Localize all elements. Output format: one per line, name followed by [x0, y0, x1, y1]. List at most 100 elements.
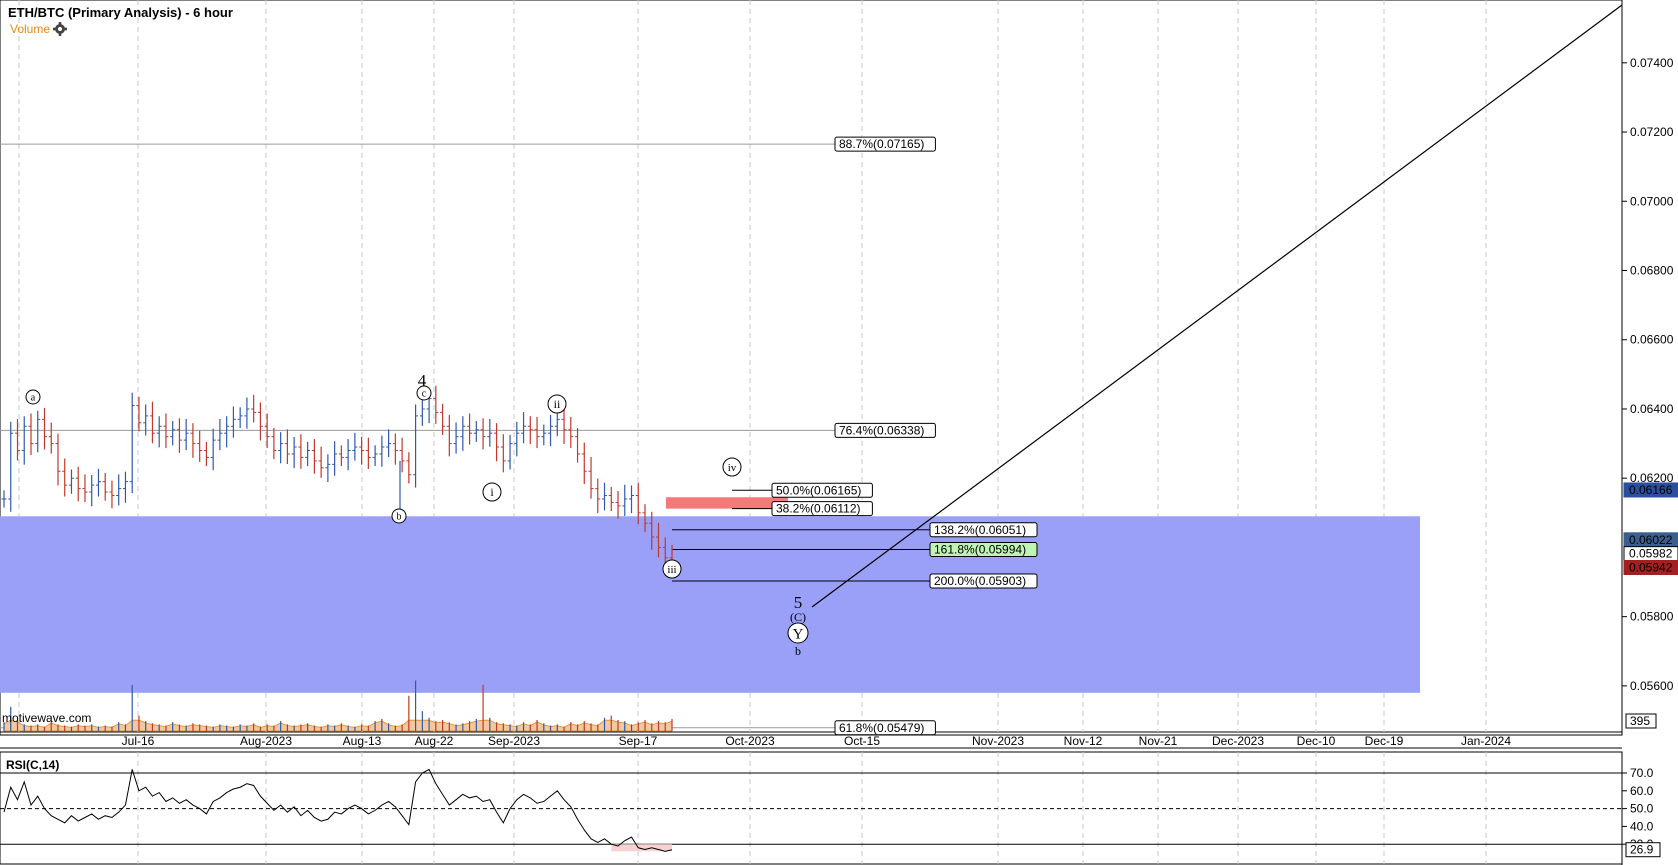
ohlc-bar: [561, 409, 567, 444]
ohlc-bar: [534, 416, 540, 449]
x-tick-label: Nov-2023: [972, 734, 1024, 748]
wave-label-5: 5: [794, 593, 803, 612]
ohlc-bar: [345, 439, 351, 471]
ohlc-bar: [210, 428, 216, 471]
y-tick-label: 0.07000: [1630, 194, 1674, 208]
x-tick-label: Dec-2023: [1212, 734, 1264, 748]
ohlc-bar: [473, 421, 479, 442]
ohlc-bar: [365, 437, 371, 469]
ohlc-bar: [541, 424, 547, 446]
x-tick-label: Jul-16: [122, 734, 155, 748]
ohlc-bar: [183, 419, 189, 451]
ohlc-bar: [359, 437, 365, 465]
ohlc-bar: [75, 466, 81, 502]
x-tick-label: Sep-17: [619, 734, 658, 748]
wave-label-C: (C): [790, 610, 806, 624]
ohlc-bar: [332, 441, 338, 476]
rsi-tick-label: 70.0: [1630, 766, 1654, 780]
x-tick-label: Aug-22: [415, 734, 454, 748]
fib-label: 88.7%(0.07165): [839, 137, 924, 151]
ohlc-bar: [305, 441, 311, 467]
fib-label: 76.4%(0.06338): [839, 423, 924, 437]
ohlc-bar: [271, 428, 277, 460]
wave-label-c: c: [416, 385, 432, 401]
rsi-oversold-fill: [611, 844, 672, 852]
ohlc-bar: [352, 432, 358, 461]
x-tick-label: Sep-2023: [488, 734, 540, 748]
ohlc-bar: [642, 504, 648, 532]
fib-label-box: [929, 573, 1038, 589]
wave-label-b: b: [391, 508, 407, 524]
wave-circle: [391, 508, 407, 524]
ohlc-bar: [14, 419, 20, 461]
wave-circle: [547, 394, 567, 414]
target-zone: [0, 516, 1420, 693]
ohlc-bar: [116, 474, 122, 506]
ohlc-bar: [143, 404, 149, 436]
rsi-value-badge: [1625, 842, 1661, 858]
wave-label-iv: iv: [722, 457, 742, 477]
ohlc-bar: [446, 414, 452, 457]
x-tick-label: Dec-10: [1297, 734, 1336, 748]
ohlc-bar: [41, 407, 47, 450]
ohlc-bar: [480, 418, 486, 450]
y-tick-label: 0.06200: [1630, 471, 1674, 485]
ohlc-bar: [28, 413, 34, 456]
y-tick-label: 0.06800: [1630, 264, 1674, 278]
wave-label-4: 4: [418, 371, 427, 390]
wave-text: ii: [554, 397, 561, 411]
ohlc-bar: [197, 430, 203, 462]
ohlc-bar: [149, 401, 155, 444]
wave-circle: [722, 457, 742, 477]
wave-circle: [482, 482, 502, 502]
ohlc-bar: [602, 482, 608, 511]
ohlc-bar: [548, 414, 554, 447]
ohlc-bar: [318, 446, 324, 478]
ohlc-bar: [48, 422, 54, 454]
ohlc-bar: [190, 423, 196, 458]
gear-icon[interactable]: [53, 22, 67, 36]
wave-text: iii: [667, 564, 676, 576]
ohlc-bar: [392, 433, 398, 465]
ohlc-bar: [237, 407, 243, 429]
wave-text: iv: [728, 462, 737, 474]
volume-indicator-label[interactable]: Volume: [10, 22, 50, 36]
wave-text: 4: [418, 371, 427, 390]
price-axis: [1622, 0, 1678, 735]
wave-label-ii: ii: [547, 394, 567, 414]
ohlc-bar: [284, 429, 290, 465]
ohlc-bar: [406, 452, 412, 484]
fib-label-box: [834, 720, 936, 736]
ohlc-bar: [136, 396, 142, 432]
ohlc-bar: [230, 406, 236, 438]
wave-circle: [25, 389, 41, 405]
volume-badge-label: 395: [1630, 714, 1650, 728]
ohlc-bar: [311, 439, 317, 474]
x-tick-label: Dec-19: [1365, 734, 1404, 748]
ohlc-bar: [68, 469, 74, 494]
fib-label-box: [771, 482, 873, 498]
ohlc-bar: [251, 394, 257, 423]
ohlc-bar: [217, 419, 223, 451]
x-tick-label: Nov-21: [1139, 734, 1178, 748]
fib-label-box: [834, 422, 936, 438]
ohlc-bar: [433, 385, 439, 424]
ohlc-bar: [62, 458, 68, 497]
ohlc-bar: [244, 397, 250, 429]
price-badge: [1623, 482, 1678, 498]
ohlc-bar: [494, 423, 500, 462]
ohlc-bar: [453, 422, 459, 454]
ohlc-bar: [264, 413, 270, 449]
wave-label-b: b: [795, 644, 801, 658]
ohlc-bar: [622, 484, 628, 516]
fib-label: 61.8%(0.05479): [839, 721, 924, 735]
ohlc-bar: [102, 473, 108, 501]
ohlc-bar: [1, 490, 7, 508]
ohlc-bar: [514, 421, 520, 457]
wave-label-i: i: [482, 482, 502, 502]
wave-label-iii: iii: [662, 559, 682, 579]
projection-line: [811, 4, 1623, 608]
x-tick-label: Aug-2023: [240, 734, 292, 748]
fib-label: 161.8%(0.05994): [934, 543, 1026, 557]
